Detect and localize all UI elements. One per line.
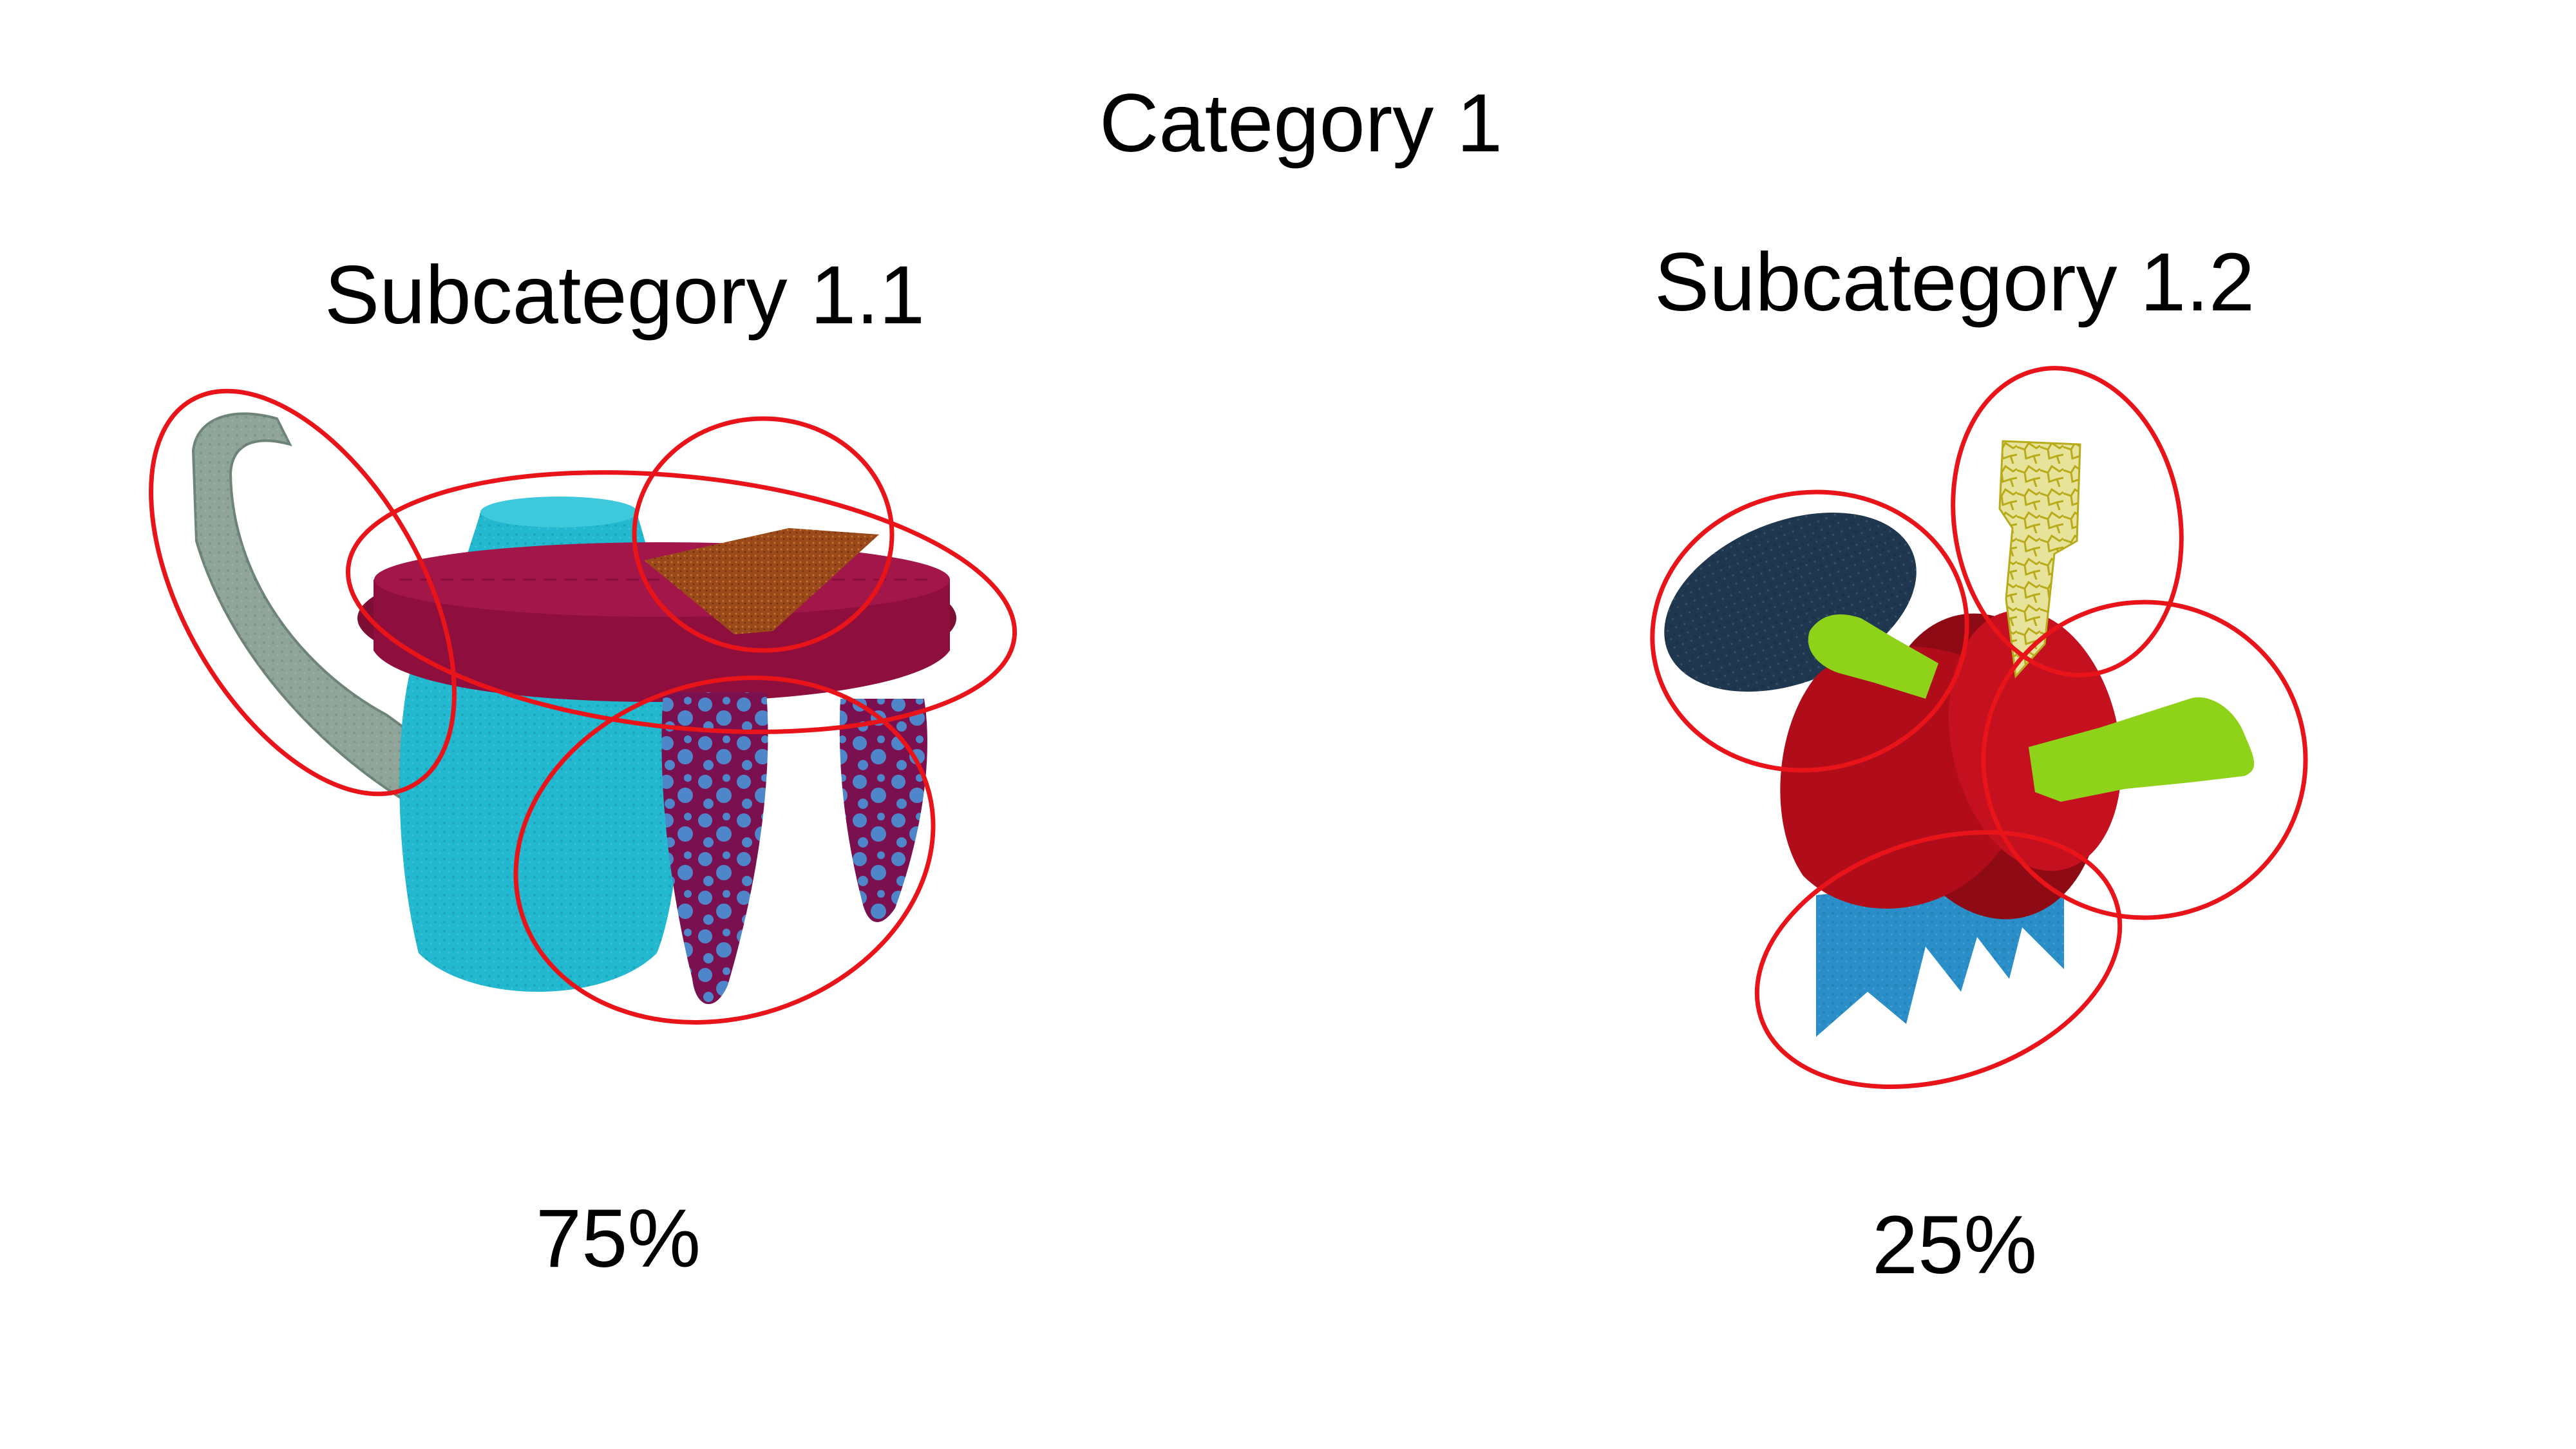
- teapot-figure: [149, 388, 1018, 1025]
- apple-green-limb-right: [2029, 697, 2255, 802]
- teapot-leg-left: [661, 692, 768, 1005]
- subcategory-1-1-percent: 75%: [535, 1193, 701, 1285]
- apple-highlights: [1650, 366, 2308, 1089]
- subcategory-1-1-label: Subcategory 1.1: [324, 249, 925, 341]
- subcategory-1-2-label: Subcategory 1.2: [1654, 236, 2255, 328]
- teapot-brown-plate: [644, 528, 879, 634]
- teapot-highlights: [149, 388, 1018, 1025]
- teapot-leg-right: [839, 699, 927, 922]
- category-title: Category 1: [1099, 77, 1503, 169]
- apple-green-limb-left: [1808, 614, 1938, 699]
- subcategory-1-2-percent: 25%: [1871, 1199, 2038, 1291]
- apple-figure: [1650, 366, 2308, 1089]
